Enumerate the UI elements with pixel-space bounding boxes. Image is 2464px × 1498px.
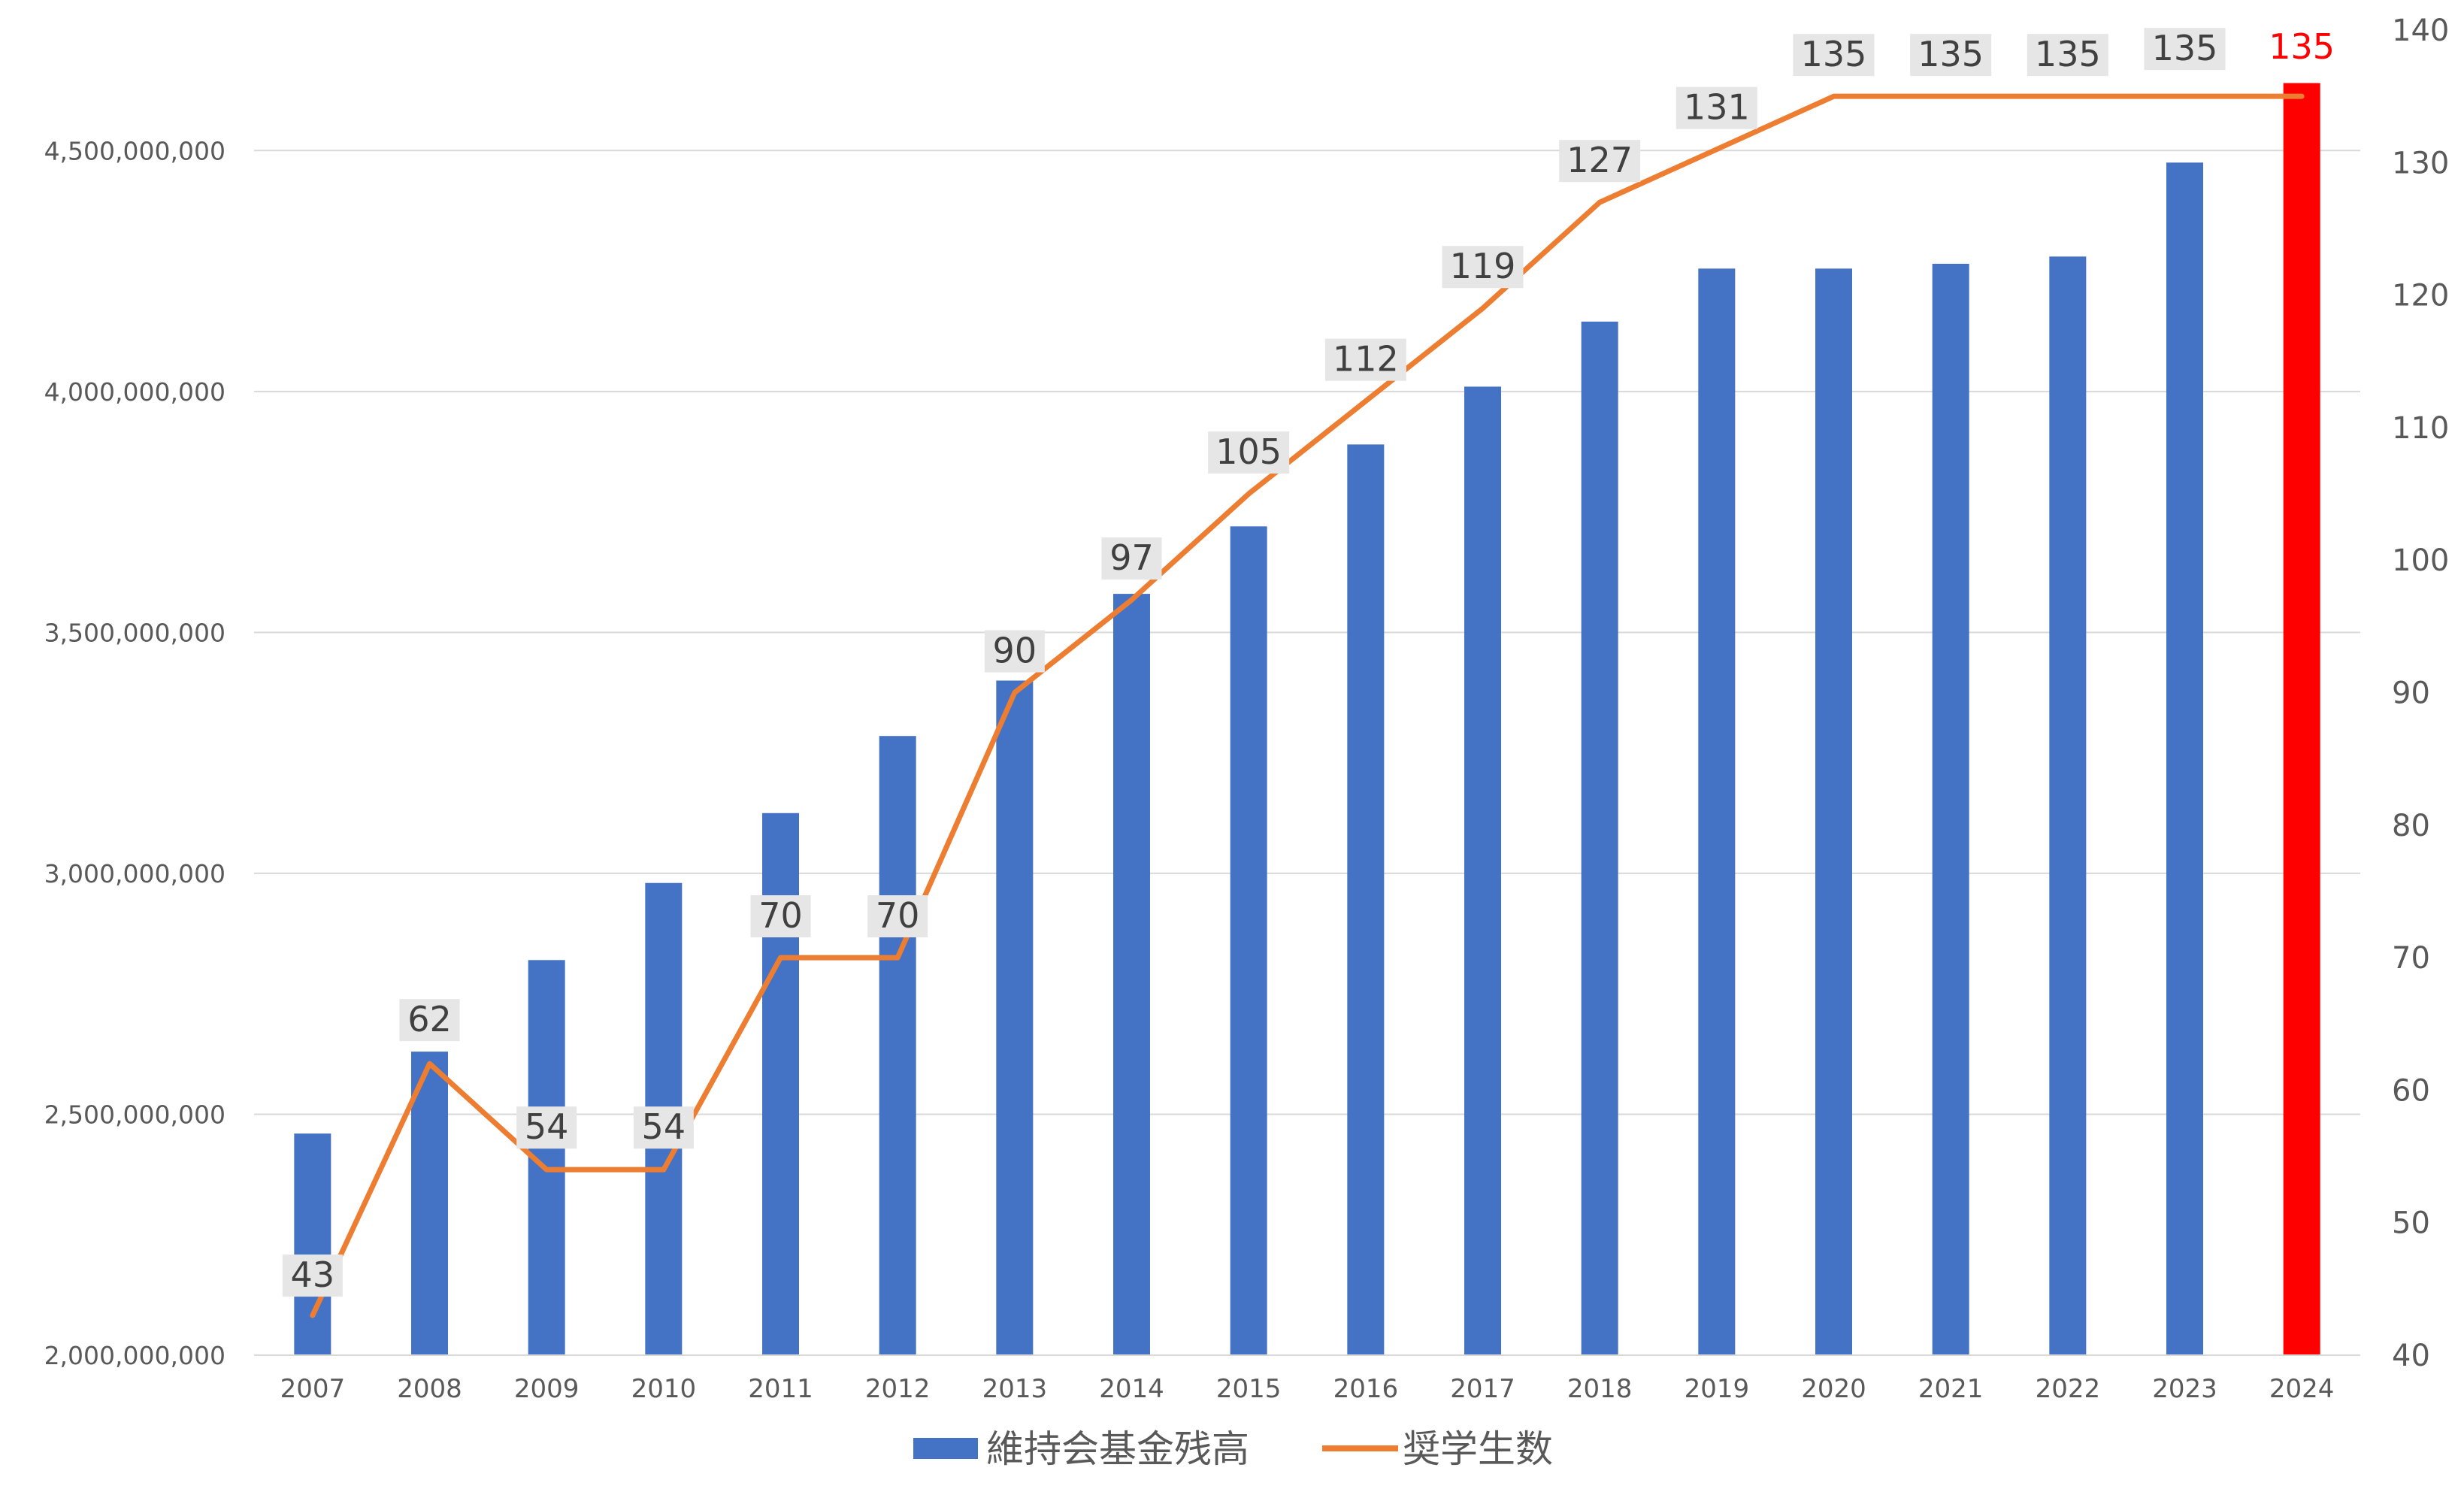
data-label-2016: 112 [1333, 339, 1399, 380]
y-left-tick-label: 3,000,000,000 [44, 859, 226, 888]
data-label-box [1442, 246, 1524, 289]
bar-2008 [411, 1052, 448, 1355]
data-label-2008: 62 [407, 999, 452, 1040]
data-label-2024: 135 [2269, 26, 2335, 67]
legend-label-bar: 維持会基金残高 [986, 1427, 1249, 1471]
x-tick-label: 2008 [397, 1374, 462, 1404]
y-right-tick-label: 130 [2392, 146, 2449, 180]
bar-2023 [2166, 162, 2203, 1355]
x-tick-label: 2019 [1685, 1374, 1750, 1404]
bar-2012 [879, 736, 916, 1355]
data-label-2014: 97 [1109, 537, 1154, 578]
data-label-2021: 135 [1918, 34, 1984, 74]
data-label-2013: 90 [993, 631, 1037, 671]
data-label-box [750, 895, 811, 938]
bar-2011 [762, 813, 799, 1355]
bar-2022 [2049, 256, 2087, 1355]
data-label-box [1675, 86, 1757, 129]
legend: 維持会基金残高 奨学生数 [913, 1427, 1553, 1471]
data-label-box [1208, 431, 1290, 474]
data-label-box [1101, 537, 1162, 580]
x-tick-label: 2021 [1918, 1374, 1984, 1404]
y-left-tick-label: 3,500,000,000 [44, 618, 226, 647]
x-tick-label: 2010 [631, 1374, 697, 1404]
bar-2017 [1464, 386, 1501, 1356]
x-tick-label: 2018 [1567, 1374, 1633, 1404]
data-label-box [516, 1106, 577, 1149]
x-tick-label: 2011 [748, 1374, 813, 1404]
data-labels: 43 62 54 54 70 70 90 97 105 112 119 127 131 135 135 135… [282, 26, 2335, 1297]
bar-2007 [294, 1133, 331, 1355]
axes: 2,000,000,000 2,500,000,000 3,000,000,000 3… [44, 14, 2450, 1404]
legend-swatch-bar [913, 1438, 978, 1459]
y-right-tick-label: 120 [2392, 279, 2449, 313]
line-series [310, 93, 2305, 1318]
data-label-box [2027, 34, 2108, 77]
data-label-box [984, 630, 1045, 673]
data-label-2010: 54 [642, 1106, 686, 1147]
x-tick-label: 2023 [2152, 1374, 2217, 1404]
bar-series [294, 83, 2320, 1356]
data-label-2022: 135 [2035, 34, 2101, 74]
bar-2013 [996, 680, 1034, 1355]
y-right-tick-label: 90 [2392, 676, 2430, 711]
y-left-tick-label: 2,500,000,000 [44, 1100, 226, 1129]
x-tick-label: 2009 [514, 1374, 580, 1404]
bar-2019 [1698, 268, 1736, 1356]
y-right-tick-label: 100 [2392, 543, 2449, 578]
data-label-2023: 135 [2152, 28, 2218, 68]
y-left-tick-label: 4,500,000,000 [44, 136, 226, 165]
data-label-box [399, 999, 460, 1042]
data-label-box [2144, 28, 2226, 71]
x-tick-label: 2017 [1450, 1374, 1515, 1404]
y-left-tick-label: 2,000,000,000 [44, 1341, 226, 1370]
data-label-2020: 135 [1801, 34, 1867, 74]
data-label-box [1559, 140, 1641, 183]
x-tick-label: 2012 [865, 1374, 931, 1404]
x-tick-label: 2015 [1216, 1374, 1282, 1404]
x-tick-label: 2014 [1099, 1374, 1164, 1404]
line-students [310, 93, 2305, 1318]
bar-2024 [2283, 83, 2320, 1355]
data-label-2017: 119 [1450, 246, 1516, 286]
bar-2020 [1815, 268, 1852, 1356]
data-label-2009: 54 [525, 1106, 569, 1147]
x-tick-label: 2020 [1801, 1374, 1866, 1404]
x-tick-label: 2022 [2036, 1374, 2101, 1404]
y-right-tick-label: 80 [2392, 809, 2430, 843]
y-right-tick-label: 40 [2392, 1339, 2430, 1373]
data-label-2012: 70 [876, 895, 920, 936]
y-right-tick-label: 140 [2392, 14, 2449, 48]
data-label-2019: 131 [1684, 87, 1750, 128]
data-label-box [1910, 34, 1992, 77]
data-label-box [1793, 34, 1875, 77]
data-label-2015: 105 [1215, 431, 1282, 472]
data-label-2011: 70 [758, 895, 803, 936]
data-label-box [633, 1106, 694, 1149]
y-right-tick-label: 110 [2392, 411, 2449, 446]
y-right-tick-label: 70 [2392, 941, 2430, 976]
data-label-2018: 127 [1566, 140, 1633, 180]
y-right-tick-label: 50 [2392, 1206, 2430, 1241]
data-label-box [282, 1254, 343, 1297]
x-tick-label: 2016 [1333, 1374, 1399, 1404]
bar-2014 [1113, 594, 1150, 1355]
legend-label-line: 奨学生数 [1403, 1427, 1553, 1471]
x-tick-label: 2024 [2269, 1374, 2335, 1404]
bar-2018 [1581, 321, 1618, 1355]
data-label-box [1324, 338, 1406, 381]
x-tick-label: 2007 [280, 1374, 346, 1404]
bar-2016 [1347, 444, 1385, 1356]
bar-2021 [1932, 263, 1969, 1355]
gridlines [254, 150, 2360, 1115]
bar-2015 [1230, 526, 1267, 1355]
y-right-tick-label: 60 [2392, 1073, 2430, 1108]
x-tick-label: 2013 [982, 1374, 1048, 1404]
data-label-2007: 43 [291, 1254, 335, 1295]
data-label-box [867, 895, 928, 938]
y-left-tick-label: 4,000,000,000 [44, 377, 226, 407]
